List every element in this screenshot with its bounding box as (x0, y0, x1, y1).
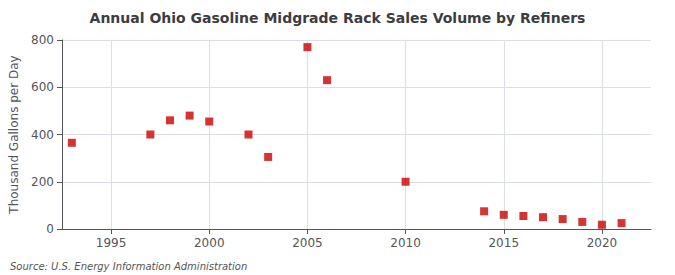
svg-text:Annual Ohio Gasoline Midgrade: Annual Ohio Gasoline Midgrade Rack Sales… (90, 10, 586, 26)
svg-text:600: 600 (31, 80, 54, 94)
svg-text:400: 400 (31, 128, 54, 142)
svg-text:200: 200 (31, 175, 54, 189)
svg-text:2015: 2015 (488, 236, 519, 250)
svg-text:1995: 1995 (96, 236, 127, 250)
svg-text:0: 0 (46, 222, 54, 236)
svg-text:2010: 2010 (390, 236, 421, 250)
svg-text:2020: 2020 (587, 236, 618, 250)
svg-text:2005: 2005 (292, 236, 323, 250)
svg-text:800: 800 (31, 33, 54, 47)
svg-text:2000: 2000 (194, 236, 225, 250)
svg-text:Thousand Gallons per Day: Thousand Gallons per Day (7, 55, 21, 214)
svg-text:Source: U.S. Energy Informatio: Source: U.S. Energy Information Administ… (10, 261, 247, 272)
